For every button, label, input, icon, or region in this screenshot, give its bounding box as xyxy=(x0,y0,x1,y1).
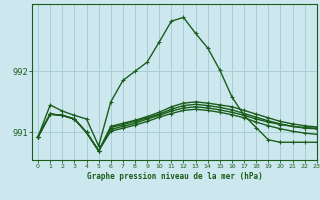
X-axis label: Graphe pression niveau de la mer (hPa): Graphe pression niveau de la mer (hPa) xyxy=(86,172,262,181)
